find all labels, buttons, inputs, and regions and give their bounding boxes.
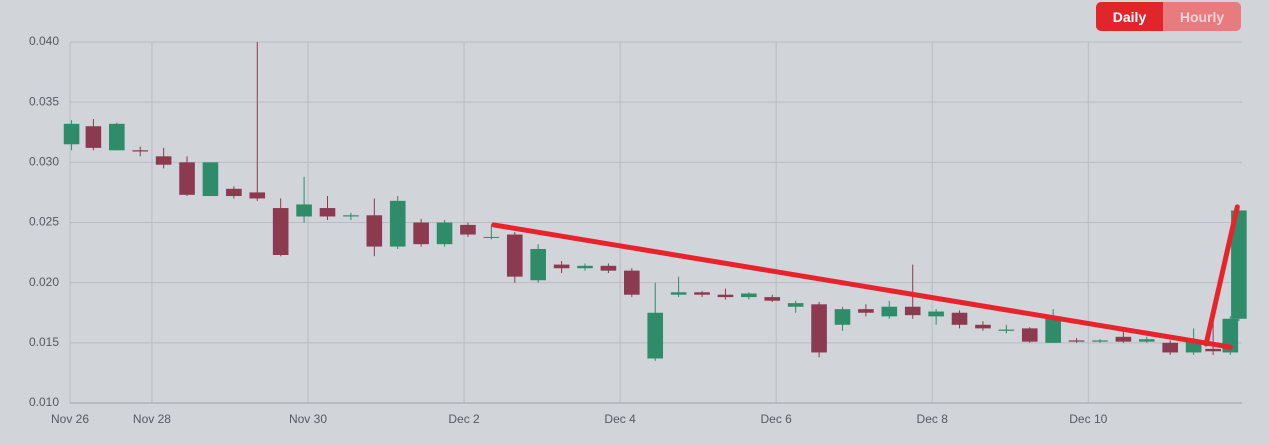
candle-body (787, 303, 804, 307)
candle-body (858, 309, 874, 313)
candle-body (811, 304, 827, 353)
x-tick-label: Dec 2 (448, 412, 480, 426)
candle-body (741, 293, 757, 298)
candle-body (694, 292, 710, 295)
candle-body (1045, 316, 1061, 343)
trend-line (491, 222, 1233, 350)
candle-body (1021, 328, 1038, 342)
candle-body (109, 123, 125, 151)
candle-body (951, 312, 968, 325)
candle-body (343, 215, 359, 217)
candle-body (928, 311, 944, 317)
x-tick-label: Dec 8 (917, 412, 949, 426)
candle-body (1139, 339, 1155, 342)
candle-body (319, 208, 336, 217)
y-tick-label: 0.015 (29, 335, 59, 349)
candle-body (249, 192, 266, 199)
x-tick-label: Nov 26 (51, 412, 89, 426)
candle-body (904, 306, 921, 316)
candle-body (764, 297, 781, 301)
candle-body (577, 265, 593, 269)
candle-body (179, 162, 195, 195)
candle-body (272, 208, 289, 255)
daily-button[interactable]: Daily (1096, 2, 1163, 31)
candle-body (155, 156, 172, 165)
y-tick-label: 0.025 (29, 215, 59, 229)
candle-body (85, 126, 102, 148)
y-tick-label: 0.040 (29, 34, 59, 48)
candle-body (553, 264, 570, 269)
candle-body (483, 236, 500, 238)
candle-body (506, 234, 523, 277)
candle-body (530, 248, 546, 281)
candle-body (881, 306, 898, 317)
x-tick-label: Dec 4 (604, 412, 636, 426)
y-tick-label: 0.020 (29, 275, 59, 289)
candle-body (670, 292, 687, 295)
candle-body (600, 265, 617, 271)
y-tick-label: 0.035 (29, 94, 59, 108)
candle-body (202, 162, 219, 197)
candle-body (1115, 336, 1132, 342)
candle-body (975, 324, 991, 329)
candle-body (132, 150, 149, 152)
candle-body (1162, 342, 1179, 353)
x-tick-label: Nov 28 (133, 412, 171, 426)
candle-body (436, 222, 453, 245)
trend-line (1203, 204, 1240, 347)
candle-body (624, 270, 640, 295)
candle-body (647, 312, 664, 359)
x-tick-label: Dec 6 (760, 412, 792, 426)
candle-body (717, 294, 734, 298)
candle-body (1068, 340, 1085, 342)
candle-body (366, 215, 383, 247)
x-tick-label: Dec 10 (1069, 412, 1107, 426)
y-tick-label: 0.030 (29, 155, 59, 169)
candle-body (413, 222, 429, 245)
candle-body (1092, 340, 1108, 342)
candle-body (389, 200, 406, 247)
candle-body (226, 188, 242, 197)
candle-body (1231, 210, 1247, 319)
candle-body (834, 309, 851, 325)
y-tick-label: 0.010 (29, 395, 59, 409)
candle-body (296, 204, 312, 217)
interval-toggle: Daily Hourly (1096, 2, 1241, 31)
candle-body (1205, 348, 1221, 352)
hourly-button[interactable]: Hourly (1163, 2, 1241, 31)
candle-body (460, 224, 476, 235)
x-tick-label: Nov 30 (289, 412, 327, 426)
candle-body (998, 329, 1015, 331)
candle-body (63, 123, 80, 145)
